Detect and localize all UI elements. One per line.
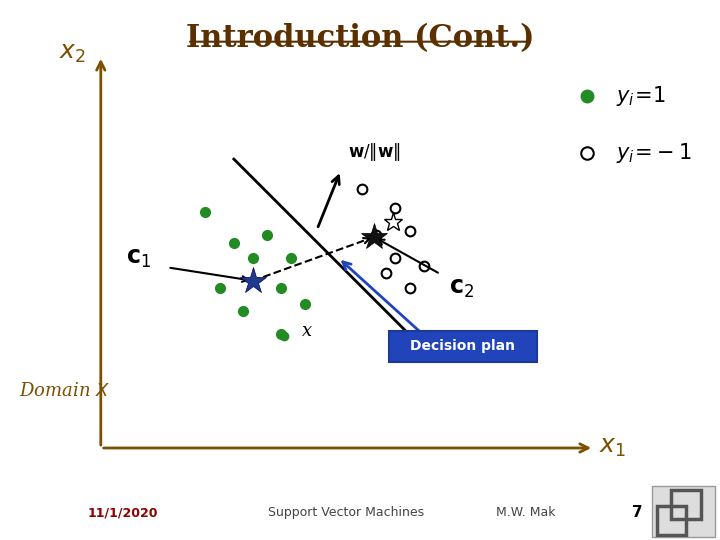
Text: Domain $X$: Domain $X$ — [19, 382, 110, 400]
Text: $x_1$: $x_1$ — [598, 436, 626, 460]
FancyBboxPatch shape — [652, 486, 715, 537]
Text: $\mathbf{w}/\|\mathbf{w}\|$: $\mathbf{w}/\|\mathbf{w}\|$ — [348, 141, 401, 163]
Text: $\mathbf{c}_1$: $\mathbf{c}_1$ — [126, 246, 151, 270]
Text: M.W. Mak: M.W. Mak — [496, 507, 555, 519]
Text: $y_i\!=\!-1$: $y_i\!=\!-1$ — [616, 141, 691, 165]
Text: x: x — [302, 322, 312, 340]
Text: Support Vector Machines: Support Vector Machines — [268, 507, 423, 519]
FancyBboxPatch shape — [390, 331, 537, 362]
Text: Decision plan: Decision plan — [410, 339, 516, 353]
Text: Introduction (Cont.): Introduction (Cont.) — [186, 23, 534, 53]
Text: $\mathbf{c}_2$: $\mathbf{c}_2$ — [449, 276, 474, 300]
Text: 7: 7 — [632, 505, 642, 520]
Text: $x_2$: $x_2$ — [58, 42, 86, 65]
Text: $y_i\!=\!1$: $y_i\!=\!1$ — [616, 84, 665, 109]
Text: 11/1/2020: 11/1/2020 — [87, 507, 158, 519]
